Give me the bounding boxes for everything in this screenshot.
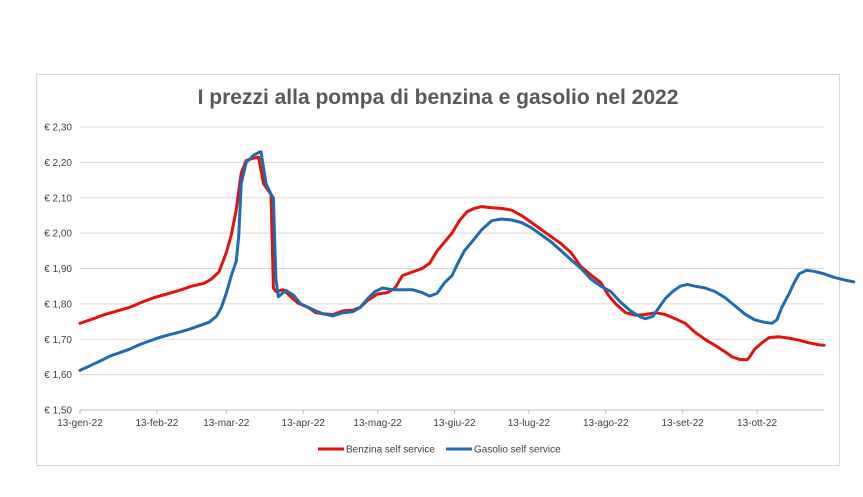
legend-label: Gasolio self service [474, 445, 561, 456]
series-line-gasolio-self-service [78, 150, 856, 372]
x-tick-label: 13-lug-22 [508, 418, 551, 429]
series-lines [78, 150, 856, 372]
grid-lines [80, 126, 824, 411]
y-tick-label: € 2,00 [44, 229, 72, 240]
x-tick-label: 13-gen-22 [57, 418, 103, 429]
x-tick-label: 13-ott-22 [737, 418, 777, 429]
legend-label: Benzina self service [346, 445, 435, 456]
y-axis-ticks: € 1,50 € 1,60 € 1,70 € 1,80 € 1,90 € 2,00 € 2,… [44, 123, 72, 417]
y-tick-label: € 1,70 [44, 335, 72, 346]
x-axis-ticks: 13-gen-22 13-feb-22 13-mar-22 13-apr-22 13-m… [57, 410, 777, 429]
x-tick-label: 13-mag-22 [353, 418, 402, 429]
y-tick-label: € 2,20 [44, 158, 72, 169]
x-tick-label: 13-ago-22 [583, 418, 629, 429]
legend: Benzina self service Gasolio self service [318, 445, 561, 456]
x-tick-label: 13-apr-22 [282, 418, 326, 429]
chart-frame [36, 74, 840, 466]
y-tick-label: € 2,10 [44, 193, 72, 204]
x-tick-label: 13-set-22 [662, 418, 705, 429]
x-tick-label: 13-mar-22 [203, 418, 250, 429]
x-tick-label: 13-feb-22 [135, 418, 178, 429]
y-tick-label: € 1,90 [44, 264, 72, 275]
y-tick-label: € 2,30 [44, 123, 72, 134]
y-tick-label: € 1,50 [44, 406, 72, 417]
chart-title: I prezzi alla pompa di benzina e gasolio… [197, 86, 679, 109]
y-tick-label: € 1,80 [44, 299, 72, 310]
x-tick-label: 13-giu-22 [433, 418, 476, 429]
series-line-benzina-self-service [78, 155, 826, 362]
y-tick-label: € 1,60 [44, 370, 72, 381]
